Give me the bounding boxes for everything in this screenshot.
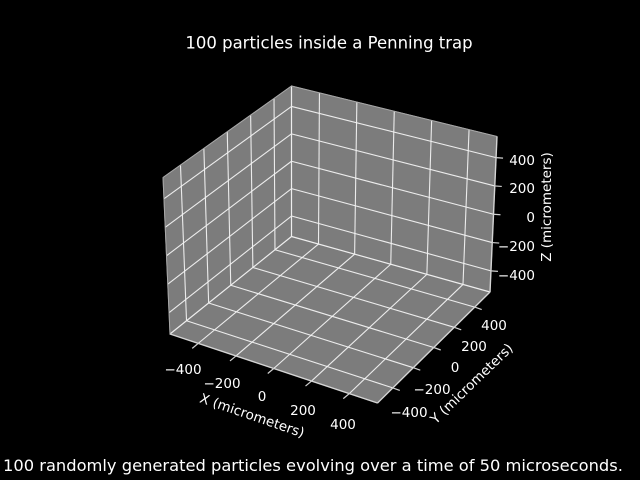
x-tick-label: −200	[203, 376, 241, 392]
y-tick-label: 0	[450, 360, 460, 376]
y-tick-label: 400	[481, 318, 507, 334]
y-tick-label: 200	[461, 339, 487, 355]
z-tick-label: 0	[526, 210, 535, 226]
grid-lines	[163, 92, 497, 395]
z-tick-label: −200	[497, 239, 535, 255]
z-axis-label: Z (micrometers)	[539, 152, 555, 262]
pane-outer-edges	[162, 85, 498, 335]
z-tick-label: −400	[497, 268, 535, 284]
x-tick-label: 0	[257, 389, 267, 405]
z-tick-label: 200	[509, 181, 535, 197]
z-tick-label: 400	[509, 153, 535, 169]
plot-title: 100 particles inside a Penning trap	[185, 33, 473, 53]
figure-caption: 100 randomly generated particles evolvin…	[3, 456, 623, 475]
pane-inner-edges	[169, 86, 491, 335]
y-tick-label: −400	[390, 405, 428, 421]
y-tick-label: −200	[413, 382, 451, 398]
x-tick-label: 200	[290, 403, 316, 419]
x-tick-label: −400	[164, 362, 202, 378]
x-tick-label: 400	[330, 417, 356, 433]
tick-marks	[191, 157, 504, 400]
